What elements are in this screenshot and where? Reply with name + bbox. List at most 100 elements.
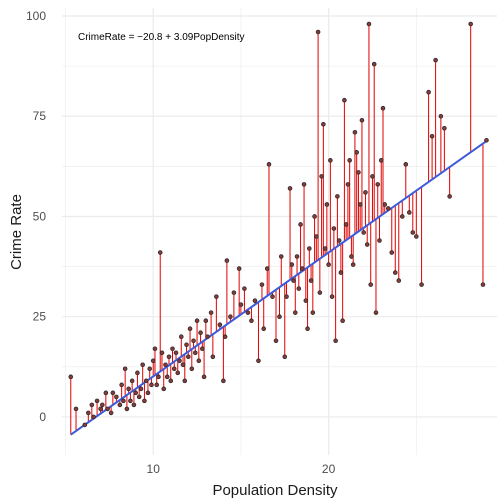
data-points bbox=[68, 21, 489, 428]
data-point bbox=[91, 414, 96, 420]
data-point bbox=[340, 318, 345, 323]
data-point bbox=[184, 342, 189, 348]
data-point bbox=[368, 282, 374, 287]
data-point bbox=[277, 314, 282, 319]
data-point bbox=[303, 298, 309, 303]
data-point bbox=[375, 182, 381, 187]
data-point bbox=[414, 234, 419, 239]
data-point bbox=[180, 362, 186, 368]
data-point bbox=[322, 246, 328, 251]
data-point bbox=[326, 262, 331, 267]
data-point bbox=[377, 238, 382, 243]
data-point bbox=[150, 358, 156, 364]
data-point bbox=[201, 374, 207, 380]
data-point bbox=[266, 162, 272, 167]
data-point bbox=[138, 386, 144, 392]
data-point bbox=[133, 390, 138, 396]
y-tick-label: 0 bbox=[39, 410, 46, 424]
data-point bbox=[203, 318, 209, 323]
data-point bbox=[357, 202, 363, 207]
data-point bbox=[121, 398, 126, 404]
data-point bbox=[208, 310, 214, 315]
data-point bbox=[329, 294, 335, 299]
data-point bbox=[410, 230, 416, 235]
y-tick-labels: 0 25 50 75 100 bbox=[26, 9, 46, 424]
data-point bbox=[249, 318, 254, 323]
grid bbox=[62, 8, 497, 455]
data-point bbox=[177, 358, 182, 364]
data-point bbox=[103, 390, 109, 396]
data-point bbox=[114, 394, 119, 400]
data-point bbox=[447, 194, 452, 199]
data-point bbox=[147, 366, 153, 372]
data-point bbox=[380, 105, 386, 111]
data-point bbox=[89, 402, 95, 408]
data-point bbox=[191, 338, 196, 344]
data-point bbox=[403, 162, 409, 167]
data-point bbox=[135, 370, 140, 376]
data-point bbox=[468, 21, 473, 27]
regression-annotation: CrimeRate = −20.8 + 3.09PopDensity bbox=[78, 32, 244, 43]
data-point bbox=[261, 326, 267, 332]
data-point bbox=[196, 358, 202, 364]
data-point bbox=[86, 410, 91, 416]
data-point bbox=[98, 406, 103, 412]
data-point bbox=[187, 326, 193, 332]
data-point bbox=[345, 182, 351, 187]
data-point bbox=[308, 278, 314, 283]
data-point bbox=[161, 386, 167, 392]
data-point bbox=[245, 310, 251, 315]
data-point bbox=[349, 254, 354, 259]
data-point bbox=[399, 214, 405, 219]
data-point bbox=[222, 334, 228, 340]
data-point bbox=[354, 150, 359, 155]
data-point bbox=[242, 286, 247, 291]
data-point bbox=[273, 338, 279, 344]
data-point bbox=[361, 230, 366, 235]
data-point bbox=[373, 310, 379, 315]
data-point bbox=[170, 346, 175, 352]
data-point bbox=[157, 250, 163, 255]
data-point bbox=[159, 350, 165, 356]
data-point bbox=[433, 57, 438, 63]
data-point bbox=[396, 278, 402, 283]
data-point bbox=[205, 334, 210, 340]
data-point bbox=[370, 174, 375, 179]
data-point bbox=[336, 238, 342, 243]
data-point bbox=[163, 362, 168, 368]
data-point bbox=[259, 282, 265, 287]
data-point bbox=[292, 310, 298, 315]
data-point bbox=[178, 334, 184, 340]
data-point bbox=[124, 406, 130, 412]
data-point bbox=[145, 390, 151, 396]
data-point bbox=[210, 354, 216, 360]
data-point bbox=[438, 113, 444, 119]
data-point bbox=[426, 89, 431, 95]
data-point bbox=[164, 374, 170, 380]
data-point bbox=[129, 378, 135, 384]
data-point bbox=[312, 214, 317, 219]
data-point bbox=[298, 222, 303, 227]
x-tick-labels: 10 20 bbox=[147, 462, 336, 476]
data-point bbox=[342, 97, 347, 103]
data-point bbox=[484, 137, 489, 143]
data-point bbox=[289, 262, 295, 267]
data-point bbox=[142, 398, 147, 404]
data-point bbox=[406, 210, 412, 215]
data-point bbox=[136, 394, 142, 400]
data-point bbox=[264, 266, 270, 271]
data-point bbox=[350, 262, 356, 267]
data-point bbox=[315, 29, 321, 35]
data-point bbox=[105, 406, 110, 412]
data-point bbox=[228, 314, 233, 319]
data-point bbox=[236, 266, 242, 271]
y-tick-label: 75 bbox=[33, 109, 47, 123]
data-point bbox=[333, 338, 338, 344]
data-point bbox=[282, 354, 288, 360]
data-point bbox=[149, 382, 154, 388]
data-point bbox=[100, 402, 105, 408]
data-point bbox=[175, 370, 181, 376]
data-point bbox=[392, 270, 398, 275]
y-axis-title: Crime Rate bbox=[8, 194, 25, 270]
